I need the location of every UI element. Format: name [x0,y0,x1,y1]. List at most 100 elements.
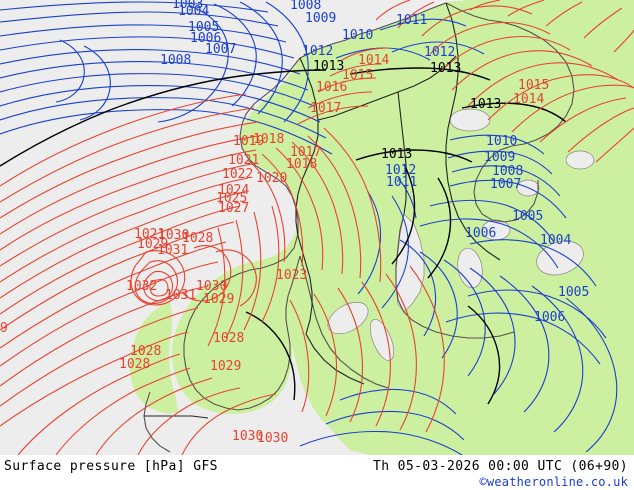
isobar-r2 [0,107,255,203]
isobar-baltic-a [399,239,437,337]
isobar-high-ring-c [143,270,174,302]
isobar-high-ring-d [149,278,169,297]
isobar-ne9 [567,107,634,153]
isobar-vortex-b [213,3,257,107]
isobar-label: 1008 [290,0,321,13]
isobar-1005 [0,24,287,43]
isobar-1008-fin [451,165,561,197]
isobar-ne17 [613,29,634,53]
isobar-label: 1023 [276,268,307,283]
isobar-label: 1013 [430,61,461,76]
isobar-south-c [299,430,463,455]
isobar-1007-fin [449,179,567,219]
isobar-label: 1005 [558,285,589,300]
isobar-label: 1015 [518,78,549,93]
isobar-label: 1012 [302,44,333,59]
isobar-s4 [291,141,344,275]
isobar-baltic-f [531,285,584,433]
isobar-r10 [0,221,235,331]
national-borders-layer [144,2,501,419]
valid-time: Th 05-03-2026 00:00 UTC (06+90) [372,459,628,474]
isobar-label: 1012 [424,45,455,60]
isobar-ne11 [397,1,435,29]
lake-vanern [327,301,369,335]
isobar-label: 1012 [385,163,416,178]
product-title: Surface pressure [hPa] GFS [4,459,218,474]
isobar-1013-curve [427,177,452,279]
isobar-s1 [247,159,286,263]
isobar-label: 1028 [182,231,213,246]
land-sea-gap-fill [130,300,178,414]
isobar-1007 [0,49,301,75]
isobar-r4 [0,135,259,235]
coastline-sweden-east [299,255,389,389]
isobar-label: 1005 [188,20,219,35]
isobar-label: 1028 [119,357,150,372]
isobar-label: 1018 [286,157,317,172]
isobar-ne2 [429,21,551,55]
isobar-label: 1017 [290,145,321,160]
isobar-label: 1006 [190,31,221,46]
isobar-high-ring-a [130,250,186,306]
isobar-r9 [0,205,241,315]
isobar-label: 1013 [470,97,501,112]
isobar-s15 [385,273,417,431]
isobar-ne7 [511,84,634,133]
isobar-vortex-d [265,1,309,123]
isobar-label: 1004 [178,4,209,19]
isobar-1011-ne [379,18,467,31]
isobar-ne5 [467,62,619,107]
coastline-norway-west [183,57,301,411]
isobar-label: 1029 [137,237,168,252]
isobar-s7 [261,205,280,323]
isobar-s6 [323,127,382,283]
isobar-label: 1011 [396,13,427,28]
isobar-label: 1009 [305,11,336,26]
coastline-layer [143,2,575,453]
isobar-vortex-a [157,5,229,123]
isobar-label: 1030 [196,279,227,294]
isobar-south-a [339,388,457,415]
coastline-north-cape [299,2,447,59]
isobar-r3 [0,121,259,219]
isobar-label: 1019 [233,134,264,149]
isobar-1004-a [469,239,597,287]
isobar-label: 1032 [126,279,157,294]
isobar-label: 9 [0,321,8,336]
isobar-r19 [137,387,241,455]
isobar-ne13 [469,0,501,11]
copyright-credit[interactable]: ©weatheronline.co.uk [479,475,628,489]
isobar-1012-ne [391,41,485,55]
isobar-1012 [0,109,333,155]
isobar-r17 [55,367,191,455]
isobar-high-ring-e [181,245,232,302]
isobar-label: 1014 [358,53,389,68]
isobar-lowl-c [397,177,417,219]
isobar-ne16 [583,7,623,39]
isobar-1005-a [419,218,559,269]
isobar-label: 1017 [310,101,341,116]
isobar-s14 [361,281,391,427]
isobar-label: 1031 [157,243,188,258]
isobar-r1 [0,93,247,187]
pressure-contour-map[interactable]: 1003 1004 1005 1006 1007 1008 1008 1009 1010 1011… [0,0,634,455]
isobar-1010 [0,85,321,123]
isobar-ne3 [439,35,571,73]
isobar-nn3 [317,77,377,93]
border-denmark-germany [144,415,209,419]
isobar-s3 [275,147,324,271]
border-sweden-finland [397,91,407,215]
coastline-finland-south [421,325,515,339]
isobar-label: 1020 [256,171,287,186]
isobar-label: 1029 [210,359,241,374]
isobar-1013-e [461,102,567,123]
isobar-label: 1018 [253,132,284,147]
isobar-ne15 [545,1,583,27]
isobar-high-ring-b [134,260,179,305]
isobar-labels-layer: 1003100410051006100710081008100910101011… [0,0,589,446]
isobar-1011 [0,97,327,139]
lake-generic-1 [565,150,595,170]
isobar-s8 [243,211,262,331]
isobar-baltic-g [565,297,618,453]
isobar-1013-mid2 [391,163,416,265]
